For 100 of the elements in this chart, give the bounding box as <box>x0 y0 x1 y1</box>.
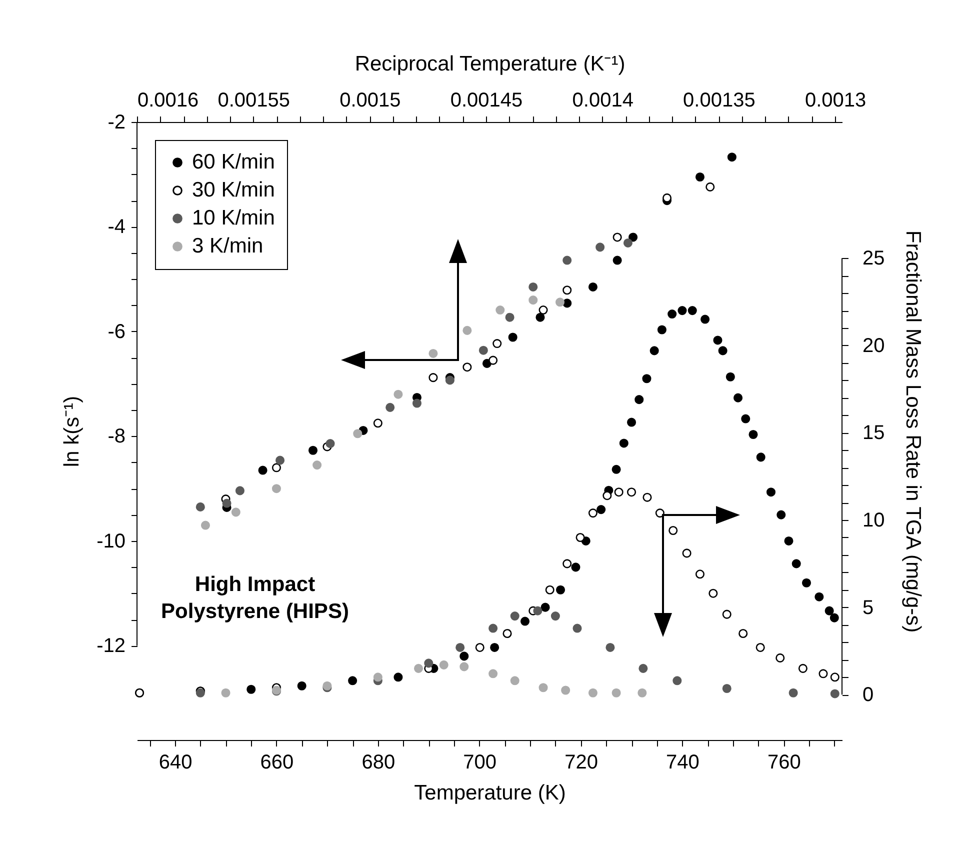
x2-tick-label: 0.0016 <box>138 90 199 112</box>
y-tick-label: -12 <box>96 635 126 658</box>
y2-tick-label: 25 <box>862 248 885 270</box>
legend-label: 30 K/min <box>192 178 275 202</box>
point <box>626 488 636 497</box>
point <box>540 602 550 612</box>
point <box>612 232 622 242</box>
x2-tick-label: 0.0013 <box>804 90 866 112</box>
point <box>373 672 382 682</box>
point <box>657 325 666 334</box>
y2-tick-label: 15 <box>862 422 885 444</box>
point <box>830 613 839 622</box>
point <box>394 390 403 399</box>
y2-tick-label: 5 <box>862 596 874 619</box>
legend-label: 60 K/min <box>192 150 275 174</box>
point <box>824 606 834 616</box>
point <box>741 414 750 424</box>
point <box>830 672 840 682</box>
point <box>678 306 687 316</box>
point <box>353 429 362 438</box>
point <box>634 395 644 404</box>
point <box>700 314 710 324</box>
x-tick-label: 640 <box>158 752 192 774</box>
y2-tick-label: 10 <box>862 510 885 532</box>
point <box>650 346 659 356</box>
point <box>424 658 434 668</box>
point <box>510 612 520 621</box>
point <box>394 672 403 682</box>
y-tick-label: -6 <box>108 320 126 343</box>
point <box>235 486 244 496</box>
point <box>231 508 240 517</box>
y-tick-label: -4 <box>108 216 126 238</box>
point <box>628 232 638 242</box>
point <box>475 642 484 652</box>
point <box>510 676 520 686</box>
y-tick-label: -8 <box>108 426 126 448</box>
point <box>784 536 794 546</box>
point <box>626 418 636 427</box>
point <box>776 510 786 520</box>
point <box>502 628 512 638</box>
point <box>562 256 572 265</box>
point <box>414 664 424 673</box>
point <box>373 418 382 428</box>
legend-label: 10 K/min <box>192 206 275 230</box>
point <box>788 688 798 698</box>
point <box>545 585 554 594</box>
point <box>488 356 498 365</box>
point <box>818 669 828 678</box>
point <box>562 286 572 295</box>
point <box>555 298 565 307</box>
point <box>738 628 748 638</box>
point <box>713 336 722 345</box>
point <box>638 664 648 673</box>
x-tick-label: 740 <box>666 752 700 774</box>
point <box>756 642 765 652</box>
point <box>222 498 232 508</box>
point <box>571 562 580 572</box>
point <box>766 488 776 497</box>
point <box>682 548 692 558</box>
point <box>588 508 598 518</box>
point <box>814 592 824 602</box>
x-tick-label: 660 <box>260 752 294 774</box>
x2-axis-title: Reciprocal Temperature (K⁻¹) <box>354 52 626 76</box>
point <box>478 346 488 355</box>
point <box>748 430 758 440</box>
y2-axis-title: Fractional Mass Loss Rate in TGA (mg/g-s) <box>902 230 925 633</box>
point <box>439 660 448 670</box>
point <box>576 532 585 542</box>
point <box>386 402 395 412</box>
point <box>734 393 743 402</box>
x2-tick-label: 0.00145 <box>450 90 523 112</box>
point <box>655 508 664 518</box>
point <box>662 193 672 202</box>
point <box>612 464 621 474</box>
y2-tick-label: 0 <box>862 684 874 706</box>
point <box>428 348 438 358</box>
point <box>706 182 715 192</box>
point <box>538 306 548 315</box>
point <box>462 362 472 372</box>
point <box>460 652 469 661</box>
point <box>462 326 472 335</box>
point <box>496 306 505 315</box>
point <box>606 642 615 652</box>
point <box>708 588 718 598</box>
point <box>672 676 682 686</box>
point <box>456 642 465 652</box>
point <box>445 376 454 385</box>
point <box>614 488 624 497</box>
point <box>623 238 632 248</box>
point <box>536 312 545 322</box>
point <box>533 606 542 616</box>
point <box>722 684 732 694</box>
point <box>695 570 705 579</box>
point <box>612 688 621 698</box>
point <box>798 664 808 673</box>
point <box>596 505 606 514</box>
point <box>727 152 736 162</box>
x-tick-label: 760 <box>767 752 801 774</box>
point <box>776 653 785 662</box>
point <box>348 676 358 686</box>
